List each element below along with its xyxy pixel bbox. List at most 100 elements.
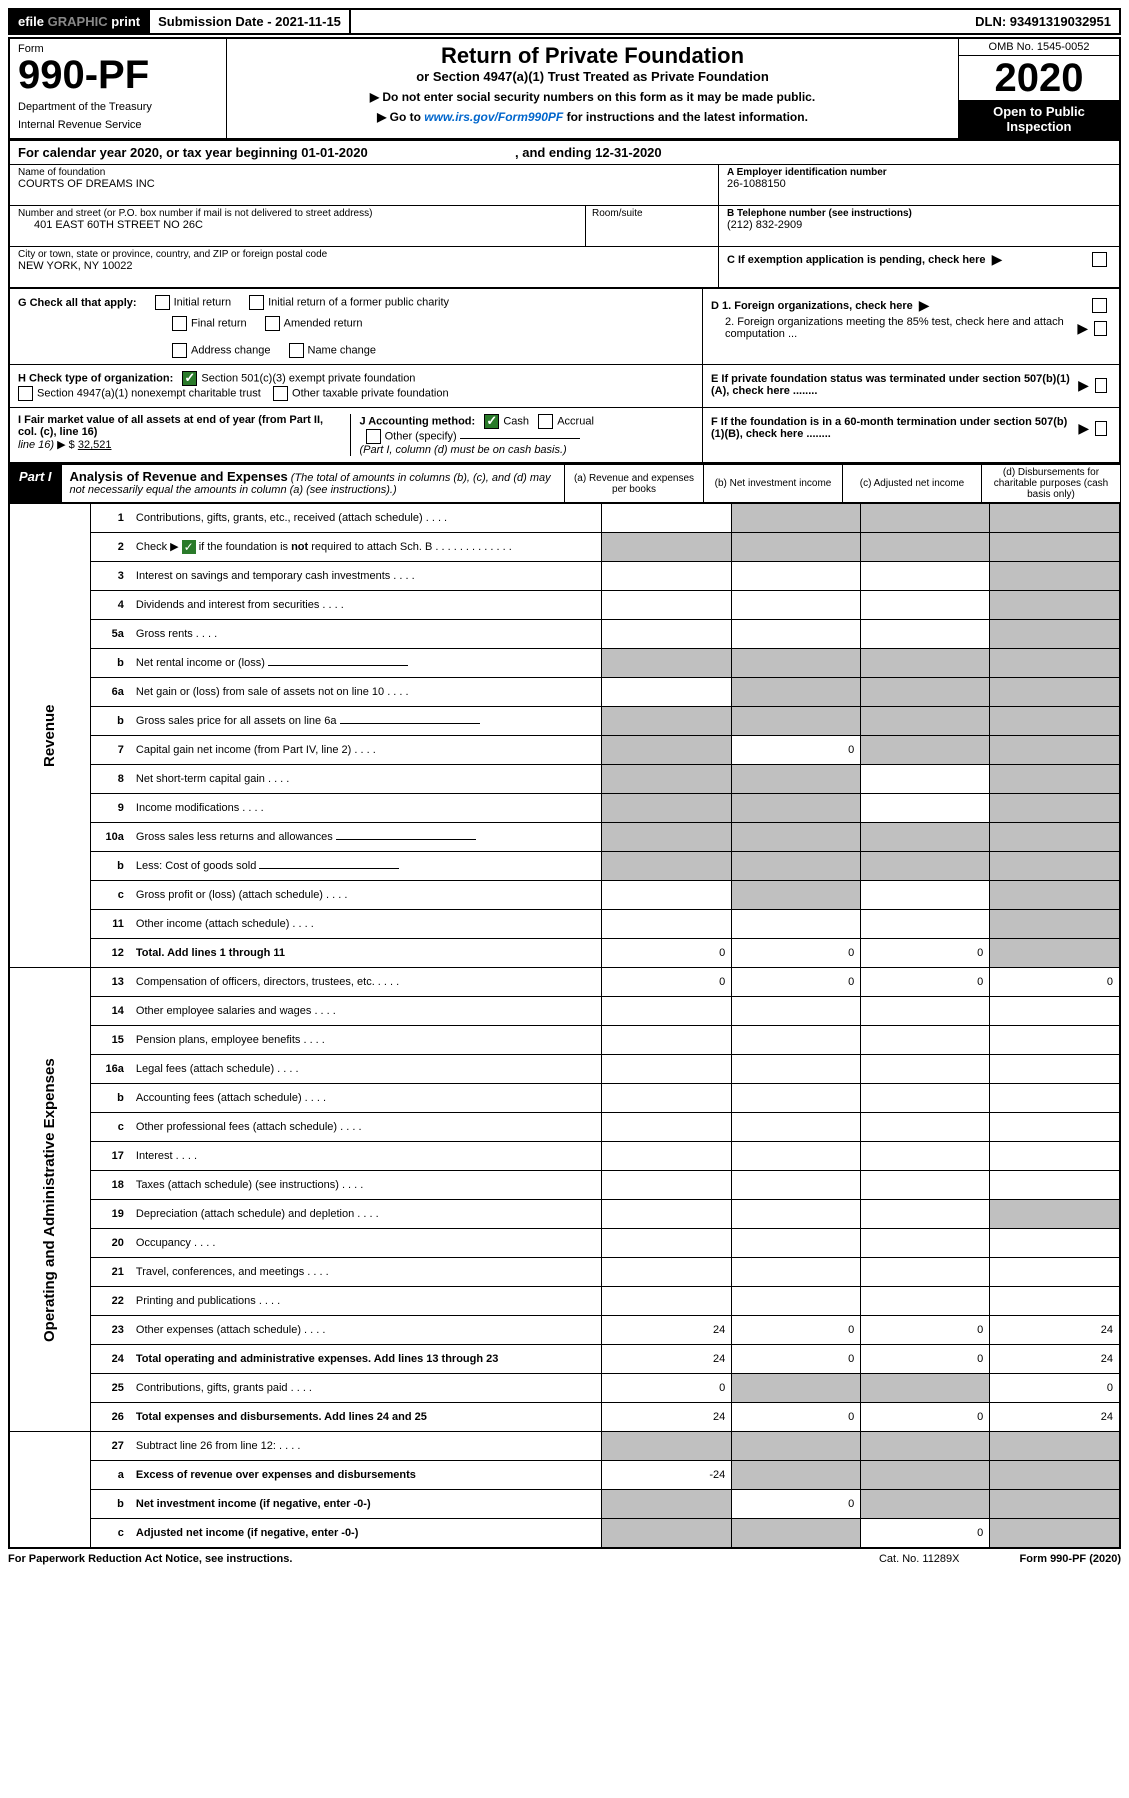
line-description: Other income (attach schedule) . . . . [130, 910, 602, 939]
table-row: Operating and Administrative Expenses13C… [9, 968, 1120, 997]
amount-col-c [861, 1229, 990, 1258]
amount-col-b [732, 707, 861, 736]
d1-label: D 1. Foreign organizations, check here [711, 300, 913, 312]
table-row: 3Interest on savings and temporary cash … [9, 562, 1120, 591]
cb-e[interactable] [1095, 378, 1107, 393]
cb-amended-return[interactable] [265, 316, 280, 331]
i-prefix: ▶ $ [57, 439, 75, 451]
line-number: b [91, 852, 130, 881]
amount-col-b [732, 533, 861, 562]
table-row: 4Dividends and interest from securities … [9, 591, 1120, 620]
cb-other-method[interactable] [366, 429, 381, 444]
form-title: Return of Private Foundation [235, 43, 950, 69]
cb-other-taxable[interactable] [273, 386, 288, 401]
exemption-checkbox[interactable] [1092, 252, 1107, 267]
line-description: Less: Cost of goods sold [130, 852, 602, 881]
cb-accrual[interactable] [538, 414, 553, 429]
amount-col-c: 0 [861, 1345, 990, 1374]
opt-other-method: Other (specify) [385, 430, 457, 442]
amount-col-a: 0 [602, 968, 732, 997]
amount-col-a [602, 852, 732, 881]
opt-other-taxable: Other taxable private foundation [292, 387, 449, 399]
amount-col-b [732, 794, 861, 823]
line-number: 7 [91, 736, 130, 765]
amount-col-a [602, 1055, 732, 1084]
table-row: 5aGross rents . . . . [9, 620, 1120, 649]
city-label: City or town, state or province, country… [18, 249, 710, 260]
opt-final-return: Final return [191, 317, 247, 329]
amount-col-b [732, 1142, 861, 1171]
line-number: 16a [91, 1055, 130, 1084]
opt-4947: Section 4947(a)(1) nonexempt charitable … [37, 387, 261, 399]
amount-col-a [602, 910, 732, 939]
line-number: 4 [91, 591, 130, 620]
amount-col-d: 0 [990, 1374, 1120, 1403]
amount-col-d [990, 997, 1120, 1026]
amount-col-b [732, 562, 861, 591]
cb-4947[interactable] [18, 386, 33, 401]
cb-name-change[interactable] [289, 343, 304, 358]
amount-col-b: 0 [732, 939, 861, 968]
cb-501c3[interactable] [182, 371, 197, 386]
amount-col-a [602, 823, 732, 852]
table-row: bNet investment income (if negative, ent… [9, 1490, 1120, 1519]
efile-suffix: print [111, 14, 140, 29]
amount-col-d [990, 678, 1120, 707]
amount-col-d [990, 649, 1120, 678]
table-row: 11Other income (attach schedule) . . . . [9, 910, 1120, 939]
line-description: Income modifications . . . . [130, 794, 602, 823]
amount-col-c [861, 1113, 990, 1142]
cb-address-change[interactable] [172, 343, 187, 358]
amount-col-b [732, 591, 861, 620]
amount-col-a: 0 [602, 939, 732, 968]
amount-col-c: 0 [861, 1519, 990, 1549]
line-number: c [91, 1519, 130, 1549]
h-left: H Check type of organization: Section 50… [10, 365, 702, 407]
line-number: 22 [91, 1287, 130, 1316]
address: 401 EAST 60TH STREET NO 26C [18, 219, 577, 231]
amount-col-b: 0 [732, 736, 861, 765]
part1-header: Part I Analysis of Revenue and Expenses … [8, 464, 1121, 503]
info-right: A Employer identification number 26-1088… [718, 165, 1119, 287]
irs-link[interactable]: www.irs.gov/Form990PF [424, 110, 563, 124]
cb-d2[interactable] [1094, 321, 1107, 336]
amount-col-b [732, 1055, 861, 1084]
exemption-cell: C If exemption application is pending, c… [719, 247, 1119, 287]
form-note2: ▶ Go to www.irs.gov/Form990PF for instru… [235, 110, 950, 124]
amount-col-d: 0 [990, 968, 1120, 997]
line-description: Depreciation (attach schedule) and deple… [130, 1200, 602, 1229]
line-description: Occupancy . . . . [130, 1229, 602, 1258]
footer-cat: Cat. No. 11289X [879, 1553, 960, 1565]
col-d-head: (d) Disbursements for charitable purpose… [981, 465, 1120, 502]
amount-col-a [602, 1432, 732, 1461]
cb-final-return[interactable] [172, 316, 187, 331]
i-label: I Fair market value of all assets at end… [18, 414, 323, 438]
cb-d1[interactable] [1092, 298, 1107, 313]
line-description: Other expenses (attach schedule) . . . . [130, 1316, 602, 1345]
footer-left: For Paperwork Reduction Act Notice, see … [8, 1553, 292, 1565]
amount-col-c [861, 1200, 990, 1229]
line-description: Contributions, gifts, grants paid . . . … [130, 1374, 602, 1403]
amount-col-a: 24 [602, 1316, 732, 1345]
submission-date: Submission Date - 2021-11-15 [148, 10, 351, 33]
line-description: Gross sales price for all assets on line… [130, 707, 602, 736]
amount-col-b [732, 1461, 861, 1490]
table-row: 9Income modifications . . . . [9, 794, 1120, 823]
line-number: 17 [91, 1142, 130, 1171]
amount-col-d [990, 939, 1120, 968]
line-number: a [91, 1461, 130, 1490]
amount-col-b: 0 [732, 1403, 861, 1432]
cb-initial-former[interactable] [249, 295, 264, 310]
amount-col-b [732, 881, 861, 910]
cb-f[interactable] [1095, 421, 1107, 436]
table-row: 18Taxes (attach schedule) (see instructi… [9, 1171, 1120, 1200]
table-row: 7Capital gain net income (from Part IV, … [9, 736, 1120, 765]
table-row: aExcess of revenue over expenses and dis… [9, 1461, 1120, 1490]
header-center: Return of Private Foundation or Section … [227, 39, 958, 138]
ij-left: I Fair market value of all assets at end… [10, 408, 702, 462]
amount-col-d [990, 910, 1120, 939]
line-number: 21 [91, 1258, 130, 1287]
cb-initial-return[interactable] [155, 295, 170, 310]
amount-col-d [990, 881, 1120, 910]
cb-cash[interactable] [484, 414, 499, 429]
